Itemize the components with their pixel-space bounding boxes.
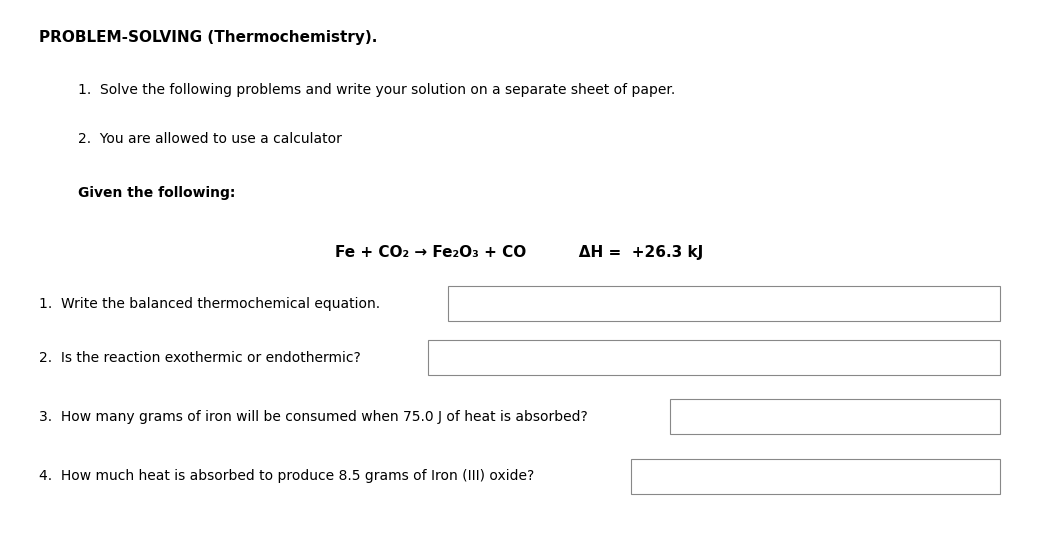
Text: 2.  You are allowed to use a calculator: 2. You are allowed to use a calculator bbox=[78, 132, 342, 146]
Bar bbox=[631, 458, 1000, 494]
Text: 4.  How much heat is absorbed to produce 8.5 grams of Iron (III) oxide?: 4. How much heat is absorbed to produce … bbox=[39, 469, 535, 483]
Text: 1.  Solve the following problems and write your solution on a separate sheet of : 1. Solve the following problems and writ… bbox=[78, 83, 675, 97]
Bar bbox=[428, 341, 1000, 376]
Text: PROBLEM-SOLVING (Thermochemistry).: PROBLEM-SOLVING (Thermochemistry). bbox=[39, 30, 378, 45]
Bar bbox=[448, 286, 1000, 322]
Bar bbox=[670, 399, 1000, 435]
Text: 2.  Is the reaction exothermic or endothermic?: 2. Is the reaction exothermic or endothe… bbox=[39, 351, 361, 365]
Text: 3.  How many grams of iron will be consumed when 75.0 J of heat is absorbed?: 3. How many grams of iron will be consum… bbox=[39, 410, 589, 424]
Text: Fe + CO₂ → Fe₂O₃ + CO          ΔH =  +26.3 kJ: Fe + CO₂ → Fe₂O₃ + CO ΔH = +26.3 kJ bbox=[335, 245, 703, 260]
Text: 1.  Write the balanced thermochemical equation.: 1. Write the balanced thermochemical equ… bbox=[39, 297, 381, 311]
Text: Given the following:: Given the following: bbox=[78, 186, 236, 200]
